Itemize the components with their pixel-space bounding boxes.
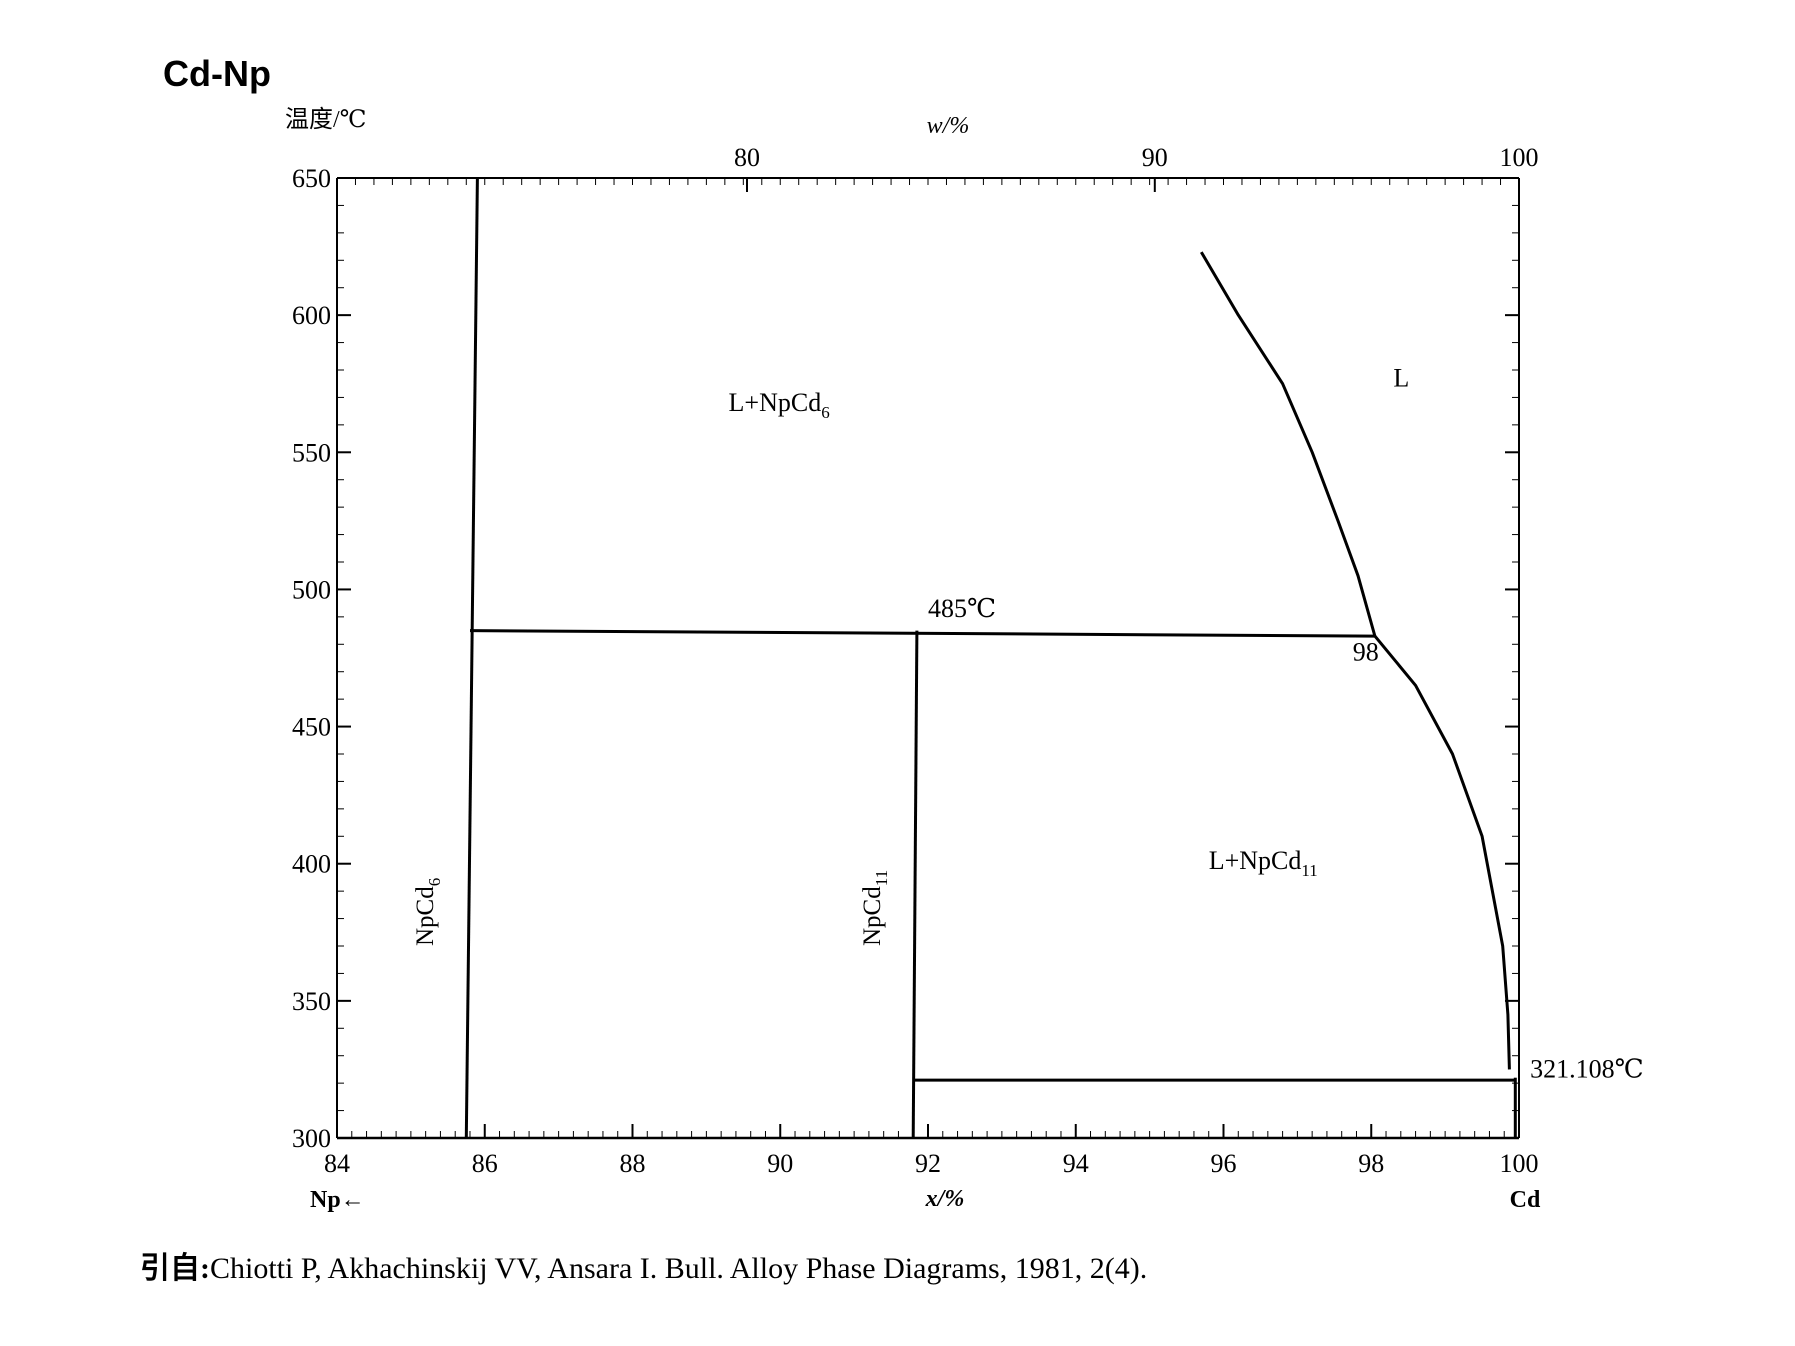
- x-tick-label: 86: [472, 1149, 498, 1178]
- phase-label: L+NpCd6: [729, 388, 830, 422]
- x-tick-label: 90: [767, 1149, 793, 1178]
- source-text: Chiotti P, Akhachinskij VV, Ansara I. Bu…: [210, 1252, 1148, 1285]
- x-tick-label: 84: [324, 1149, 350, 1178]
- label-subscript: 6: [821, 403, 830, 422]
- label-subscript: 11: [1301, 861, 1317, 880]
- label-main: L+NpCd: [1209, 846, 1302, 875]
- y-tick-label: 550: [292, 438, 331, 467]
- label-main: L+NpCd: [729, 388, 822, 417]
- source-prefix: 引自:: [140, 1252, 210, 1285]
- phase-line: [911, 630, 919, 1139]
- x-tick-label: 88: [620, 1149, 646, 1178]
- phase-label: 485℃: [928, 594, 996, 623]
- top-tick-label: 100: [1500, 143, 1539, 172]
- phase-label: 98: [1353, 638, 1379, 667]
- y-tick-label: 500: [292, 575, 331, 604]
- x-tick-label: 100: [1500, 1149, 1539, 1178]
- phase-label: L+NpCd11: [1209, 846, 1318, 880]
- y-tick-label: 650: [292, 164, 331, 193]
- axis-ticks: [336, 177, 1520, 1139]
- y-tick-label: 600: [292, 301, 331, 330]
- left-component-label: Np←: [310, 1187, 365, 1213]
- phase-line: [469, 629, 1375, 638]
- y-axis-label: 温度/℃: [285, 106, 367, 133]
- chart-title: Cd-Np: [163, 53, 271, 94]
- phase-boundary-lines: [464, 177, 1517, 1139]
- x-tick-label: 94: [1063, 1149, 1089, 1178]
- label-subscript: 11: [872, 870, 891, 886]
- y-tick-label: 450: [292, 713, 331, 742]
- label-main: NpCd: [412, 886, 439, 946]
- y-tick-label: 400: [292, 850, 331, 879]
- label-main: NpCd: [859, 886, 886, 946]
- phase-line: [1373, 635, 1511, 1070]
- source-citation: 引自:Chiotti P, Akhachinskij VV, Ansara I.…: [140, 1243, 1147, 1287]
- x-axis-label: x/%: [925, 1186, 965, 1212]
- y-tick-label: 300: [292, 1124, 331, 1153]
- top-tick-label: 90: [1142, 143, 1168, 172]
- compound-label: NpCd11: [859, 870, 891, 946]
- plot-frame: [336, 177, 1520, 1140]
- phase-label: L: [1393, 363, 1409, 392]
- phase-line: [464, 177, 479, 1139]
- compound-label: NpCd6: [412, 878, 444, 946]
- x-tick-label: 98: [1358, 1149, 1384, 1178]
- top-axis-label: w/%: [927, 113, 970, 139]
- y-tick-label: 350: [292, 987, 331, 1016]
- region-labels: L+NpCd6LL+NpCd11NpCd6NpCd11485℃98321.108…: [412, 363, 1644, 1083]
- top-tick-label: 80: [734, 143, 760, 172]
- label-subscript: 6: [425, 878, 444, 887]
- phase-line: [1200, 251, 1377, 637]
- x-tick-label: 92: [915, 1149, 941, 1178]
- axis-tick-labels: 84 86 88 90 92 94 96 98 100 300 350 400 450 500 550 600…: [292, 143, 1539, 1178]
- x-tick-label: 96: [1211, 1149, 1237, 1178]
- phase-label: 321.108℃: [1530, 1055, 1644, 1084]
- right-component-label: Cd: [1510, 1187, 1541, 1213]
